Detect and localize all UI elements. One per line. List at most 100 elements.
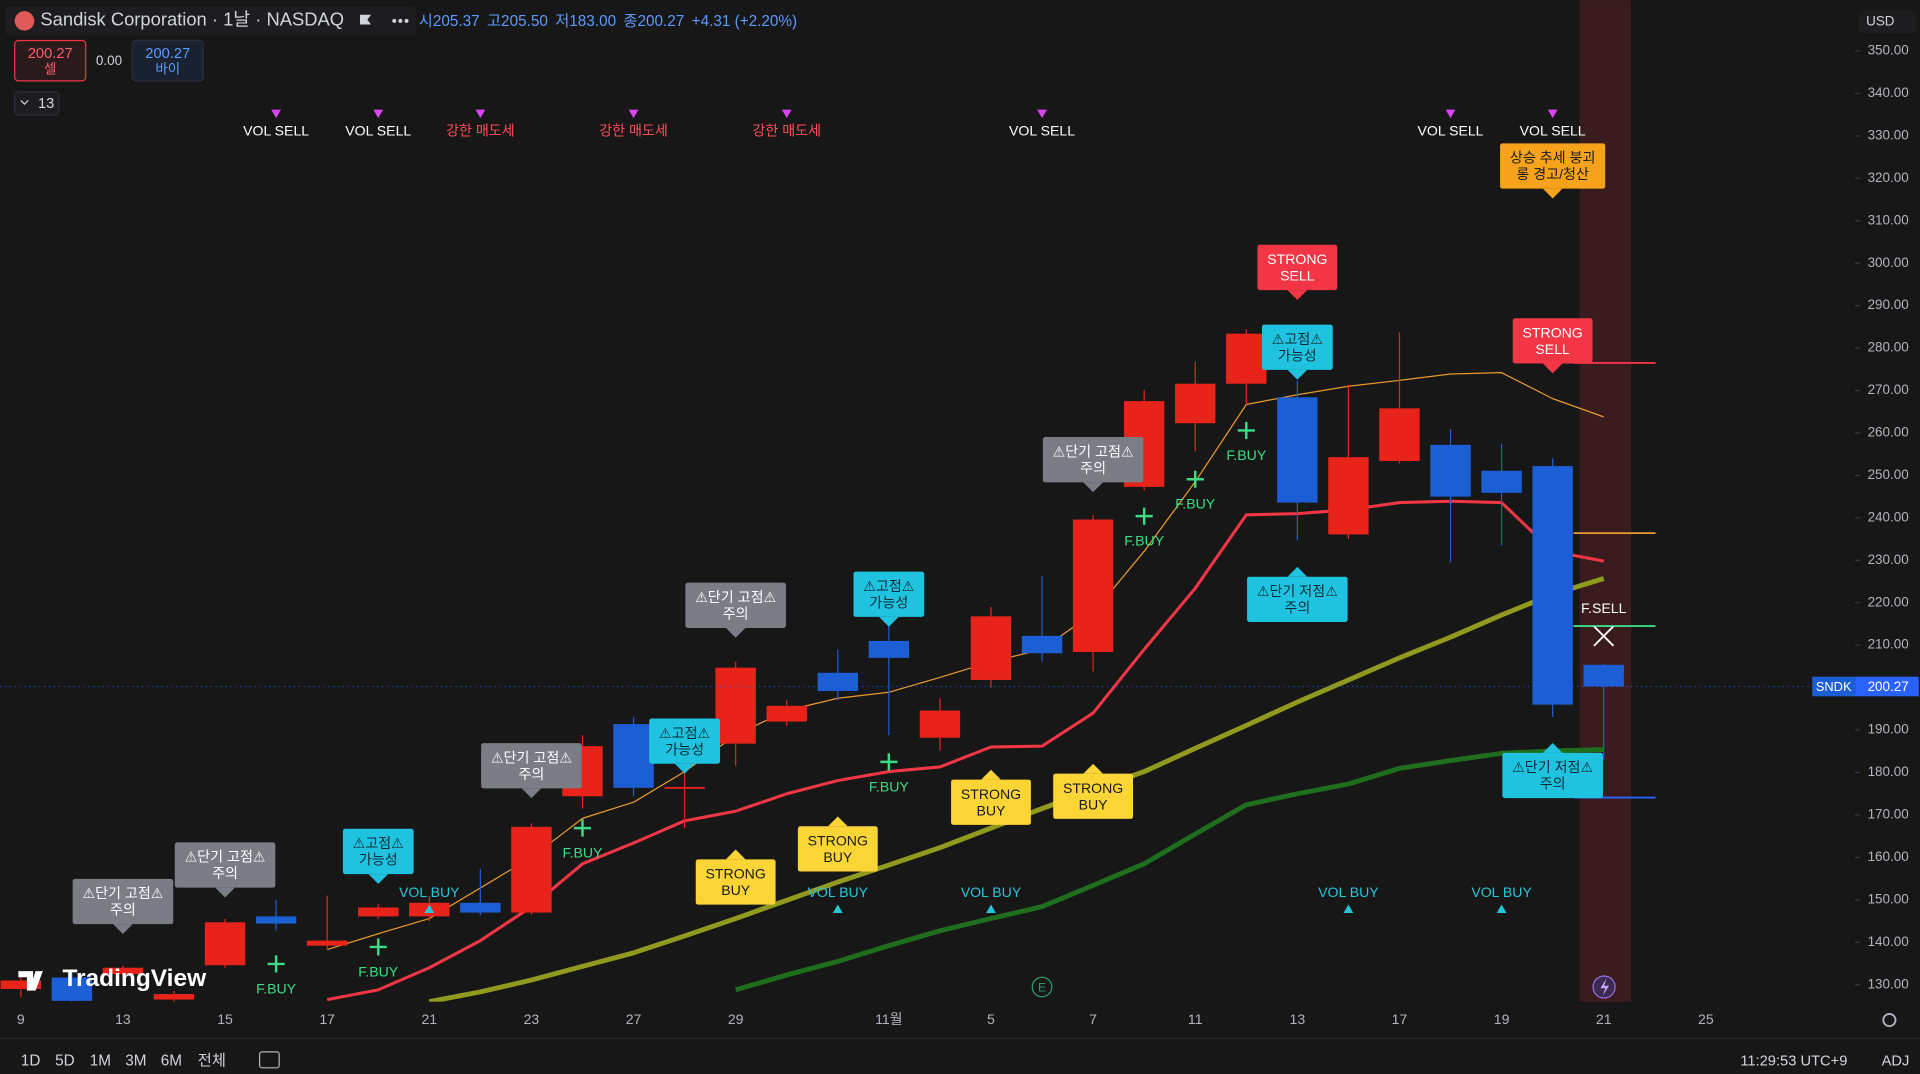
sell-price[interactable]: 200.27 <box>28 46 73 62</box>
currency-button[interactable] <box>1858 9 1917 34</box>
signal-text: STRONG <box>1063 780 1123 796</box>
signal-text: F.BUY <box>256 980 297 996</box>
adj-button[interactable]: ADJ <box>1882 1054 1910 1070</box>
symbol-tag <box>1812 676 1856 697</box>
y-tick-label: 340.00 <box>1868 85 1909 100</box>
axes: 130.00140.00150.00160.00170.00180.00190.… <box>17 43 1919 1027</box>
signal-text: ⚠단기 고점⚠ <box>1053 443 1134 459</box>
signal-pointer <box>628 109 639 119</box>
signal-text: STRONG <box>961 786 1021 802</box>
candle-body <box>1072 519 1114 652</box>
signal-pointer <box>1343 904 1354 914</box>
signal-pointer <box>828 816 848 827</box>
signal-text: VOL BUY <box>399 884 460 900</box>
y-tick-label: 300.00 <box>1868 255 1909 270</box>
signal-text: VOL SELL <box>243 122 309 138</box>
signal: VOL SELL <box>1009 109 1075 138</box>
indicator-toggle[interactable] <box>14 91 60 116</box>
signal-text: ⚠고점⚠ <box>863 578 914 594</box>
sell-button[interactable] <box>14 39 87 82</box>
range-button[interactable]: 전체 <box>198 1053 226 1070</box>
signal-text: BUY <box>977 802 1007 818</box>
signal-plus <box>880 753 898 771</box>
sell-label[interactable]: 셀 <box>44 61 56 76</box>
signal-text: ⚠단기 고점⚠ <box>185 849 266 865</box>
earnings-icon[interactable] <box>1031 976 1053 998</box>
signal-pointer <box>1542 743 1563 753</box>
x-tick-label: 27 <box>626 1011 642 1027</box>
signal-text: F.BUY <box>563 845 604 861</box>
menu-dot[interactable] <box>392 18 397 23</box>
signal: VOL BUY <box>961 884 1022 914</box>
signal-box <box>481 743 582 789</box>
signal-text: VOL BUY <box>808 884 869 900</box>
x-tick-label: 15 <box>217 1011 233 1027</box>
signal-box <box>174 842 276 888</box>
candle-body <box>460 902 501 913</box>
signal-text: VOL SELL <box>1520 122 1586 138</box>
signal-box <box>1257 244 1338 291</box>
menu-dot[interactable] <box>404 18 409 23</box>
ohlc-value: 시205.37 <box>419 13 480 30</box>
signal: ⚠단기 저점⚠주의 <box>1247 566 1348 622</box>
signal: ⚠단기 고점⚠주의 <box>174 842 276 898</box>
signal: VOL BUY <box>808 884 869 914</box>
price-axis <box>1855 0 1920 1039</box>
signal: ⚠고점⚠가능성 <box>342 828 414 884</box>
settings-icon[interactable] <box>1882 1013 1897 1028</box>
signal-box <box>1042 437 1144 483</box>
candle-body <box>153 994 195 1000</box>
buy-button[interactable] <box>131 39 204 82</box>
candle-body <box>1583 664 1624 687</box>
date-range-icon[interactable] <box>258 1051 280 1069</box>
signal-text: BUY <box>721 882 751 898</box>
earnings-label[interactable]: E <box>1038 980 1046 994</box>
candle-body <box>1175 383 1216 424</box>
signal-box <box>1512 318 1593 364</box>
buy-label[interactable]: 바이 <box>155 61 180 76</box>
y-tick-label: 220.00 <box>1868 594 1909 609</box>
signal-box <box>685 582 786 628</box>
range-button[interactable]: 1D <box>21 1053 41 1070</box>
buy-price[interactable]: 200.27 <box>145 46 190 62</box>
signal: F.BUY <box>869 753 909 794</box>
signal-box <box>797 826 878 872</box>
range-button[interactable]: 5D <box>55 1053 75 1070</box>
y-tick-label: 140.00 <box>1868 934 1909 949</box>
x-tick-label: 17 <box>319 1011 335 1027</box>
signal-box <box>951 779 1031 825</box>
indicator-count[interactable]: 13 <box>38 96 54 112</box>
signal: VOL BUY <box>1471 884 1532 914</box>
bolt <box>1600 978 1609 996</box>
symbol-bar[interactable] <box>4 6 417 36</box>
candle-body <box>0 980 42 989</box>
range-button[interactable]: 3M <box>125 1053 146 1070</box>
currency[interactable]: USD <box>1866 14 1895 29</box>
signal-box <box>1502 752 1603 799</box>
range-buttons: 1D 5D 1M 3M 6M 전체 <box>21 1053 226 1070</box>
range-button[interactable]: 6M <box>161 1053 182 1070</box>
signal: VOL BUY <box>1318 884 1379 914</box>
flag-icon[interactable] <box>360 14 372 25</box>
signal-pointer <box>1287 290 1308 300</box>
signal-text: VOL SELL <box>1009 122 1075 138</box>
candle-body <box>1481 470 1522 493</box>
ohlc-legend: 시205.37 고205.50 저183.00 종200.27 +4.31 (+2.20… <box>419 13 797 30</box>
y-tick-label: 280.00 <box>1868 340 1909 355</box>
x-tick-label: 5 <box>987 1011 995 1027</box>
signal: F.BUY <box>1175 470 1216 512</box>
signal-text: ⚠고점⚠ <box>353 835 404 851</box>
x-tick-label: 19 <box>1494 1011 1510 1027</box>
candle-body <box>306 940 348 946</box>
symbol-title[interactable]: Sandisk Corporation · 1날 · NASDAQ <box>40 9 344 30</box>
signal-text: BUY <box>1079 796 1109 812</box>
range-button[interactable]: 1M <box>90 1053 111 1070</box>
signal-plus <box>1237 421 1255 439</box>
menu-dot[interactable] <box>398 18 403 23</box>
candle-body <box>358 907 399 917</box>
x-tick-label: 7 <box>1089 1011 1097 1027</box>
change: +4.31 (+2.20%) <box>692 13 797 30</box>
y-tick-label: 320.00 <box>1868 170 1909 185</box>
